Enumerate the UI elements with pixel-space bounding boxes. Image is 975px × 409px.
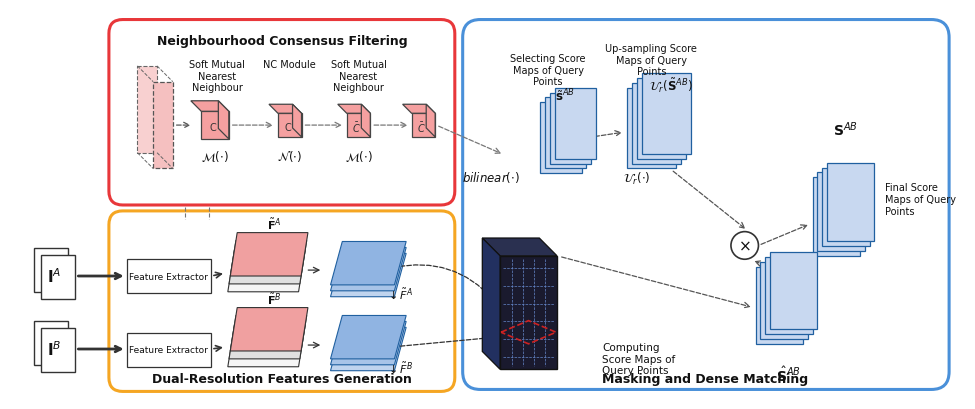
Text: $\mathbf{I}^A$: $\mathbf{I}^A$	[47, 267, 61, 285]
FancyBboxPatch shape	[555, 88, 597, 159]
Text: $\downarrow\tilde{F}^B$: $\downarrow\tilde{F}^B$	[386, 360, 412, 374]
Text: Dual-Resolution Features Generation: Dual-Resolution Features Generation	[152, 372, 411, 384]
FancyBboxPatch shape	[812, 178, 860, 257]
FancyBboxPatch shape	[756, 267, 802, 344]
Polygon shape	[331, 242, 407, 285]
Polygon shape	[228, 249, 305, 292]
Text: $\mathcal{U}_r(\cdot)$: $\mathcal{U}_r(\cdot)$	[623, 170, 650, 186]
Text: $\mathcal{M}(\cdot)$: $\mathcal{M}(\cdot)$	[201, 148, 229, 163]
Polygon shape	[153, 83, 173, 169]
Polygon shape	[337, 105, 370, 114]
Polygon shape	[331, 321, 407, 365]
Text: $\times$: $\times$	[738, 238, 751, 253]
Text: $\tilde{\mathbf{s}}^{AB}$: $\tilde{\mathbf{s}}^{AB}$	[555, 88, 575, 104]
Polygon shape	[411, 114, 435, 137]
Text: Soft Mutual
Nearest
Neighbour: Soft Mutual Nearest Neighbour	[331, 60, 386, 93]
Text: Neighbourhood Consensus Filtering: Neighbourhood Consensus Filtering	[157, 35, 408, 48]
Text: $\mathbf{S}^{AB}$: $\mathbf{S}^{AB}$	[834, 120, 858, 139]
FancyBboxPatch shape	[127, 333, 212, 367]
Polygon shape	[403, 105, 435, 114]
Polygon shape	[278, 114, 301, 137]
Polygon shape	[331, 248, 407, 291]
FancyBboxPatch shape	[770, 253, 817, 330]
Polygon shape	[229, 241, 307, 284]
FancyBboxPatch shape	[637, 79, 685, 159]
Polygon shape	[228, 324, 305, 367]
FancyBboxPatch shape	[41, 256, 74, 299]
FancyBboxPatch shape	[545, 98, 587, 169]
Text: $\downarrow\tilde{F}^A$: $\downarrow\tilde{F}^A$	[386, 286, 412, 300]
Polygon shape	[201, 112, 229, 139]
Polygon shape	[230, 308, 308, 351]
Polygon shape	[229, 316, 307, 359]
FancyBboxPatch shape	[41, 328, 74, 372]
Text: $\mathcal{N}(\cdot)$: $\mathcal{N}(\cdot)$	[277, 148, 302, 163]
FancyBboxPatch shape	[827, 163, 875, 242]
Polygon shape	[292, 105, 301, 137]
FancyBboxPatch shape	[632, 83, 681, 164]
Polygon shape	[331, 254, 407, 297]
Text: Selecting Score
Maps of Query
Points: Selecting Score Maps of Query Points	[511, 54, 586, 87]
Text: Masking and Dense Matching: Masking and Dense Matching	[603, 372, 808, 384]
Text: C: C	[285, 122, 292, 133]
Polygon shape	[500, 256, 557, 369]
Text: Feature Extractor: Feature Extractor	[130, 272, 209, 281]
Circle shape	[731, 232, 759, 260]
Polygon shape	[347, 114, 370, 137]
Polygon shape	[362, 105, 371, 137]
Text: C: C	[210, 123, 216, 133]
Polygon shape	[426, 105, 435, 137]
FancyBboxPatch shape	[34, 249, 67, 292]
FancyBboxPatch shape	[765, 258, 812, 335]
FancyBboxPatch shape	[760, 263, 807, 339]
Text: $bilinear(\cdot)$: $bilinear(\cdot)$	[462, 170, 520, 185]
Text: $\tilde{\mathbf{F}}^B$: $\tilde{\mathbf{F}}^B$	[267, 291, 282, 306]
Text: $\hat{\mathbf{S}}^{AB}$: $\hat{\mathbf{S}}^{AB}$	[776, 365, 801, 384]
FancyBboxPatch shape	[822, 168, 870, 247]
Text: Computing
Score Maps of
Query Points: Computing Score Maps of Query Points	[603, 342, 676, 375]
FancyBboxPatch shape	[34, 321, 67, 365]
Text: $\bar{C}$: $\bar{C}$	[417, 120, 426, 135]
Text: NC Module: NC Module	[263, 60, 316, 70]
Polygon shape	[137, 67, 157, 153]
Text: Feature Extractor: Feature Extractor	[130, 346, 209, 355]
Text: $\tilde{\mathbf{F}}^A$: $\tilde{\mathbf{F}}^A$	[267, 216, 282, 231]
Text: $\mathbf{I}^B$: $\mathbf{I}^B$	[47, 340, 61, 358]
Polygon shape	[483, 238, 539, 352]
Polygon shape	[191, 101, 229, 112]
Polygon shape	[483, 238, 557, 256]
FancyBboxPatch shape	[642, 74, 690, 154]
FancyBboxPatch shape	[817, 173, 865, 252]
Polygon shape	[230, 233, 308, 276]
FancyBboxPatch shape	[550, 93, 592, 164]
Polygon shape	[269, 105, 301, 114]
Text: Soft Mutual
Nearest
Neighbour: Soft Mutual Nearest Neighbour	[189, 60, 245, 93]
Polygon shape	[331, 328, 407, 371]
FancyBboxPatch shape	[627, 88, 676, 169]
Text: Final Score
Maps of Query
Points: Final Score Maps of Query Points	[885, 183, 956, 216]
Text: $\mathcal{M}(\cdot)$: $\mathcal{M}(\cdot)$	[345, 148, 372, 163]
Polygon shape	[483, 238, 500, 369]
Text: $\bar{C}$: $\bar{C}$	[353, 120, 362, 135]
Polygon shape	[218, 101, 229, 139]
Text: Up-sampling Score
Maps of Query
Points: Up-sampling Score Maps of Query Points	[605, 44, 697, 77]
Text: $\mathcal{U}_r(\tilde{\mathbf{S}}^{AB})$: $\mathcal{U}_r(\tilde{\mathbf{S}}^{AB})$	[649, 76, 693, 94]
Polygon shape	[331, 316, 407, 359]
FancyBboxPatch shape	[540, 103, 581, 174]
FancyBboxPatch shape	[127, 260, 212, 293]
